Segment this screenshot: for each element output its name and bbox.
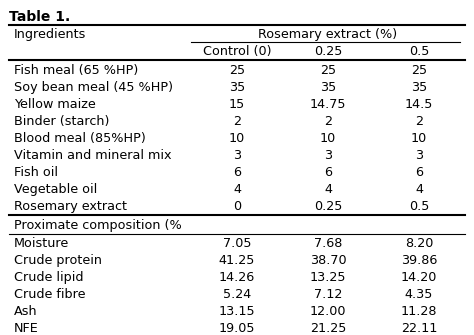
- Text: 2: 2: [233, 115, 241, 128]
- Text: 3: 3: [233, 149, 241, 162]
- Text: 0.5: 0.5: [409, 200, 429, 213]
- Text: Ingredients: Ingredients: [14, 28, 87, 42]
- Text: 13.25: 13.25: [310, 271, 346, 284]
- Text: Fish oil: Fish oil: [14, 166, 58, 179]
- Text: 10: 10: [320, 132, 336, 145]
- Text: Table 1.: Table 1.: [9, 10, 71, 24]
- Text: 8.20: 8.20: [405, 238, 433, 250]
- Text: 35: 35: [411, 81, 427, 94]
- Text: 38.70: 38.70: [310, 254, 346, 267]
- Text: 14.75: 14.75: [310, 98, 346, 111]
- Text: 2: 2: [415, 115, 423, 128]
- Text: 39.86: 39.86: [401, 254, 437, 267]
- Text: Vegetable oil: Vegetable oil: [14, 183, 98, 196]
- Text: 7.12: 7.12: [314, 288, 342, 302]
- Text: 25: 25: [229, 64, 245, 77]
- Text: 21.25: 21.25: [310, 322, 346, 335]
- Text: Rosemary extract: Rosemary extract: [14, 200, 127, 213]
- Text: 19.05: 19.05: [219, 322, 255, 335]
- Text: 35: 35: [229, 81, 245, 94]
- Text: 14.26: 14.26: [219, 271, 255, 284]
- Text: Binder (starch): Binder (starch): [14, 115, 109, 128]
- Text: 3: 3: [415, 149, 423, 162]
- Text: Blood meal (85%HP): Blood meal (85%HP): [14, 132, 146, 145]
- Text: 4: 4: [415, 183, 423, 196]
- Text: 5.24: 5.24: [223, 288, 251, 302]
- Text: 2: 2: [324, 115, 332, 128]
- Text: 10: 10: [411, 132, 427, 145]
- Text: Ash: Ash: [14, 306, 38, 318]
- Text: 14.20: 14.20: [401, 271, 437, 284]
- Text: 6: 6: [324, 166, 332, 179]
- Text: 3: 3: [324, 149, 332, 162]
- Text: 6: 6: [233, 166, 241, 179]
- Text: 4.35: 4.35: [405, 288, 433, 302]
- Text: 7.05: 7.05: [223, 238, 251, 250]
- Text: 0.25: 0.25: [314, 46, 342, 59]
- Text: NFE: NFE: [14, 322, 39, 335]
- Text: 0: 0: [233, 200, 241, 213]
- Text: Soy bean meal (45 %HP): Soy bean meal (45 %HP): [14, 81, 173, 94]
- Text: Control (0): Control (0): [203, 46, 271, 59]
- Text: 7.68: 7.68: [314, 238, 342, 250]
- Text: 35: 35: [320, 81, 336, 94]
- Text: 0.5: 0.5: [409, 46, 429, 59]
- Text: 4: 4: [324, 183, 332, 196]
- Text: 14.5: 14.5: [405, 98, 433, 111]
- Text: Crude lipid: Crude lipid: [14, 271, 84, 284]
- Text: 11.28: 11.28: [401, 306, 438, 318]
- Text: 0.25: 0.25: [314, 200, 342, 213]
- Text: Moisture: Moisture: [14, 238, 70, 250]
- Text: 13.15: 13.15: [219, 306, 255, 318]
- Text: 12.00: 12.00: [310, 306, 346, 318]
- Text: Yellow maize: Yellow maize: [14, 98, 96, 111]
- Text: Crude fibre: Crude fibre: [14, 288, 86, 302]
- Text: Vitamin and mineral mix: Vitamin and mineral mix: [14, 149, 172, 162]
- Text: Fish meal (65 %HP): Fish meal (65 %HP): [14, 64, 138, 77]
- Text: 10: 10: [229, 132, 245, 145]
- Text: 22.11: 22.11: [401, 322, 437, 335]
- Text: 4: 4: [233, 183, 241, 196]
- Text: 6: 6: [415, 166, 423, 179]
- Text: Rosemary extract (%): Rosemary extract (%): [258, 28, 398, 42]
- Text: 25: 25: [320, 64, 336, 77]
- Text: 41.25: 41.25: [219, 254, 255, 267]
- Text: Crude protein: Crude protein: [14, 254, 102, 267]
- Text: 25: 25: [411, 64, 427, 77]
- Text: Proximate composition (%: Proximate composition (%: [14, 219, 182, 232]
- Text: 15: 15: [229, 98, 245, 111]
